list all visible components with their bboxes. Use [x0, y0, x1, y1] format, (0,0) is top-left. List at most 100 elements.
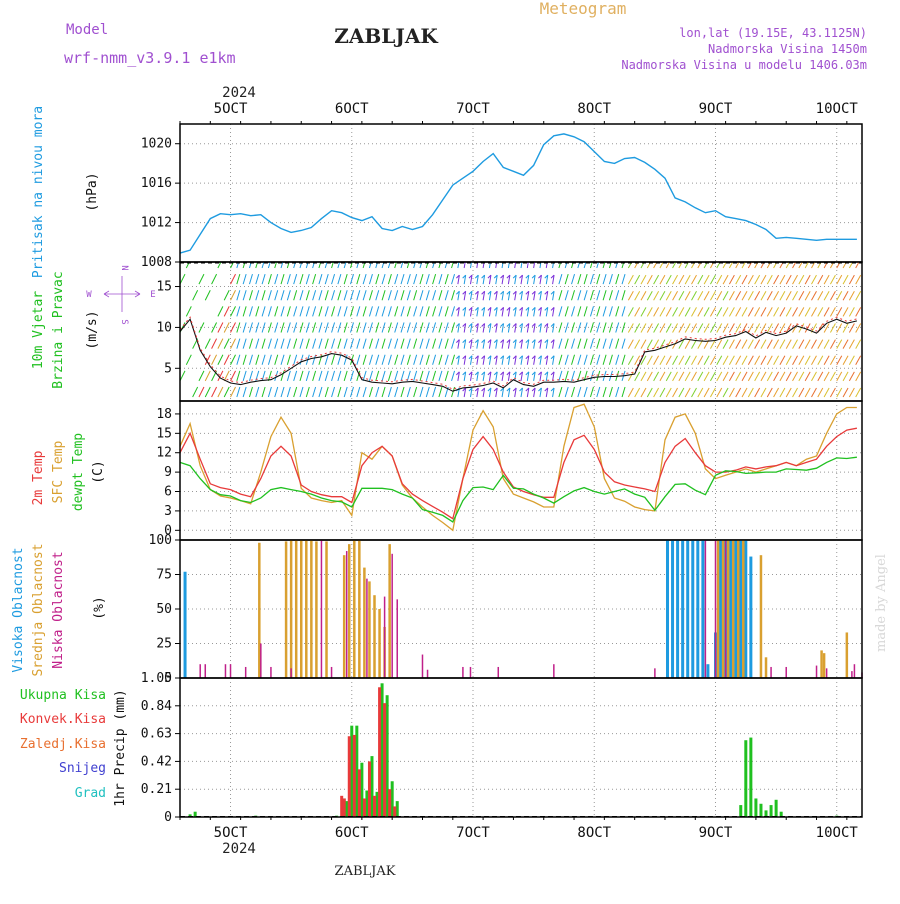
wind-arrow — [697, 274, 704, 285]
wind-arrow — [785, 387, 792, 398]
wind-arrow — [539, 339, 542, 349]
wind-arrow — [627, 339, 634, 349]
wind-arrowhead — [455, 323, 460, 327]
wind-arrow — [836, 355, 843, 365]
wind-arrow — [848, 274, 855, 285]
wind-arrow — [766, 387, 773, 398]
wind-arrow — [186, 290, 191, 300]
day-label-top: 6OCT — [335, 101, 369, 117]
wind-arrowhead — [525, 371, 530, 376]
wind-arrow — [400, 386, 405, 398]
wind-arrow — [331, 273, 336, 285]
wind-arrowhead — [544, 307, 549, 311]
wind-arrow — [356, 386, 361, 398]
wind-arrow — [798, 371, 805, 382]
wind-arrow — [539, 387, 542, 398]
wind-arrow — [381, 273, 386, 285]
wind-arrow — [829, 291, 836, 301]
wind-arrow — [659, 262, 664, 269]
wind-arrowhead — [474, 307, 479, 311]
wind-arrow — [419, 386, 424, 398]
wind-arrow — [350, 386, 354, 398]
wind-arrow — [312, 338, 317, 349]
mid-cloud-bar — [342, 555, 346, 678]
high-cloud-bar — [701, 540, 705, 678]
wind-arrow — [533, 371, 536, 381]
wind-arrowhead — [506, 323, 511, 327]
wind-arrow — [223, 290, 230, 301]
wind-arrow — [621, 386, 626, 398]
wind-arrow — [615, 290, 620, 301]
wind-arrowhead — [493, 355, 498, 360]
wind-arrow — [653, 387, 660, 398]
wind-arrow — [495, 355, 498, 365]
conv-precip-bar — [393, 806, 397, 817]
wind-arrow — [533, 291, 536, 301]
wind-arrow — [627, 371, 634, 382]
wind-arrow — [488, 291, 492, 301]
wind-arrow — [716, 291, 723, 301]
wind-arrow — [589, 262, 593, 269]
wind-arrow — [533, 307, 536, 317]
wind-arrow — [488, 323, 492, 333]
wind-arrowhead — [538, 387, 542, 392]
wind-arrow — [779, 339, 786, 349]
wind-arrowhead — [506, 339, 511, 343]
wind-arrow — [419, 306, 424, 317]
wind-arrow — [564, 290, 569, 301]
wind-arrow — [362, 354, 367, 365]
wind-ytick-label: 15 — [156, 280, 172, 295]
wind-arrow — [710, 339, 716, 349]
wind-arrow — [299, 273, 304, 285]
high-cloud-bar — [686, 540, 690, 678]
pressure-ytick-label: 1008 — [141, 255, 172, 270]
wind-arrow — [432, 370, 437, 382]
day-label-bottom: 7OCT — [456, 825, 490, 841]
wind-arrow — [419, 370, 424, 382]
temperature-ytick-label: 9 — [164, 465, 172, 480]
wind-arrow — [331, 322, 336, 333]
wind-arrow — [558, 273, 563, 285]
wind-arrow — [337, 306, 342, 317]
wind-arrow — [261, 290, 266, 301]
wind-arrow — [589, 338, 594, 349]
pressure-ylabel: (hPa) — [85, 172, 100, 211]
conv-precip-bar — [340, 795, 344, 817]
wind-arrowhead — [544, 355, 549, 360]
wind-arrow — [199, 306, 204, 316]
wind-arrow — [255, 273, 260, 285]
wind-arrowhead — [538, 339, 542, 343]
wind-arrow — [274, 273, 279, 285]
wind-arrowhead — [493, 323, 498, 327]
low-cloud-bar — [815, 665, 818, 678]
wind-arrow — [621, 306, 626, 317]
wind-arrow — [855, 323, 862, 333]
wind-arrow — [413, 386, 418, 398]
wind-arrow — [242, 273, 247, 285]
precip-legend-total: Ukupna Kisa — [20, 688, 106, 703]
mid-cloud-bar — [310, 540, 313, 678]
wind-arrow — [829, 371, 836, 382]
model-value: wrf-nmm_v3.9.1 e1km — [64, 49, 236, 67]
wind-arrow — [248, 386, 253, 398]
wind-arrow — [286, 386, 291, 398]
wind-arrow — [526, 323, 530, 333]
wind-arrowhead — [550, 290, 555, 295]
wind-arrow — [760, 339, 767, 349]
wind-arrow — [684, 355, 691, 365]
wind-arrow — [387, 370, 392, 382]
wind-arrow — [488, 275, 492, 285]
wind-arrow — [608, 322, 613, 333]
wind-arrow — [400, 354, 405, 365]
wind-arrow — [394, 306, 399, 317]
wind-arrow — [640, 371, 647, 382]
wind-arrow — [728, 339, 735, 349]
wind-arrow — [741, 274, 748, 285]
wind-arrow — [653, 274, 660, 285]
wind-arrow — [286, 370, 291, 382]
wind-arrow — [507, 275, 511, 285]
wind-arrow — [811, 307, 817, 317]
wind-arrow — [488, 307, 492, 317]
precip-ytick-label: 0 — [164, 810, 172, 825]
day-label-top: 9OCT — [699, 101, 733, 117]
